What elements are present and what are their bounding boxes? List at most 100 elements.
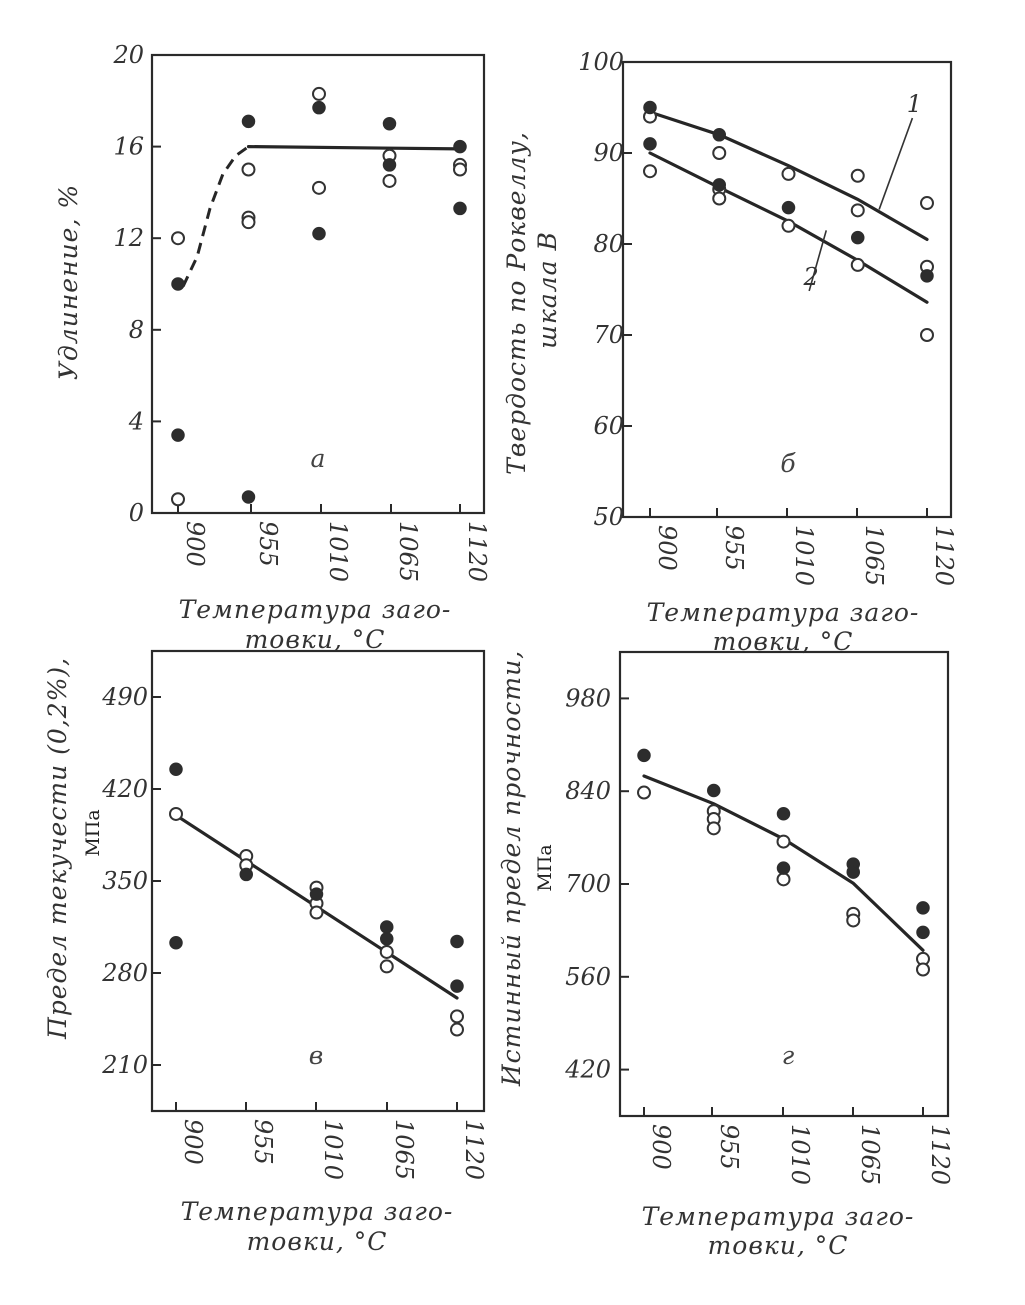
x-tick-label: 1010 <box>319 1119 347 1180</box>
chart-panel-b: Твердость по Роквеллу, шкала В 900 955 101… <box>502 48 958 656</box>
y-axis-title-line: Истинный предел прочности, <box>497 650 526 1087</box>
x-axis-title-line-2: товки, °С <box>247 1227 388 1256</box>
x-tick-label: 1010 <box>324 521 352 582</box>
data-point-filled <box>169 936 183 950</box>
panel-label: а <box>311 444 326 473</box>
x-tick-label: 955 <box>720 525 748 571</box>
fit-curve <box>648 110 929 241</box>
y-tick-label: 980 <box>565 684 611 712</box>
unit-label: МПа <box>534 844 556 891</box>
data-point-filled <box>643 137 657 151</box>
panel-label: б <box>780 449 796 478</box>
x-tick-label: 955 <box>249 1119 277 1165</box>
data-point-filled <box>380 920 394 934</box>
x-tick-label: 900 <box>647 1124 675 1170</box>
data-point-filled <box>450 934 464 949</box>
data-point-open <box>453 162 467 177</box>
x-axis-title-line-1: Температура заго- <box>179 595 452 624</box>
data-point-open <box>920 328 934 342</box>
y-axis-title-line: Предел текучести (0,2%), <box>43 657 72 1040</box>
curve-label: 1 <box>907 90 922 118</box>
x-tick-label: 1120 <box>930 525 958 586</box>
data-point-filled <box>920 269 934 283</box>
data-point-filled <box>453 139 467 154</box>
x-tick-label: 1065 <box>856 1124 884 1185</box>
y-tick-label: 50 <box>593 503 624 531</box>
data-point-open <box>712 191 727 206</box>
data-point-filled <box>707 783 721 798</box>
chart-panel-d: Истинный предел прочности, МПа 900 955 101… <box>497 650 954 1260</box>
data-point-open <box>850 203 865 218</box>
plot-area: 900 955 1010 1065 1120 50 60 70 80 90 100 1 2 <box>578 48 958 586</box>
y-tick-label: 16 <box>113 133 144 161</box>
data-point-filled <box>450 979 464 993</box>
y-tick-label: 420 <box>564 1056 611 1084</box>
y-tick-label: 350 <box>102 867 148 895</box>
y-tick-label: 700 <box>565 870 611 898</box>
data-point-filled <box>453 201 467 216</box>
y-axis-title: Удлинение, % <box>54 184 83 380</box>
data-point-open <box>706 821 721 836</box>
chart-panel-a: Удлинение, % 900 955 1010 1065 1120 0 4 8 12 16 20… <box>54 41 491 654</box>
data-point-filled <box>241 114 256 129</box>
data-point-filled <box>241 490 256 504</box>
data-point-open <box>643 164 657 179</box>
x-tick-label: 900 <box>653 525 681 571</box>
x-tick-label: 1120 <box>460 1119 488 1180</box>
data-point-open <box>916 962 930 977</box>
data-point-open <box>241 162 256 177</box>
data-point-open <box>241 215 256 230</box>
chart-panel-c: Предел текучести (0,2%), МПа 900 955 1010 1… <box>43 649 488 1256</box>
y-axis-title-line-2: шкала В <box>533 231 562 349</box>
data-point-open <box>776 834 791 849</box>
data-point-open <box>450 1009 464 1024</box>
x-axis-title-line-1: Температура заго- <box>642 1202 915 1231</box>
x-axis-title-line-1: Температура заго- <box>181 1197 454 1226</box>
panel-label: г <box>782 1041 795 1070</box>
data-point-filled <box>712 178 726 192</box>
data-point-filled <box>380 932 394 946</box>
y-axis-title: Твердость по Роквеллу, <box>502 131 531 475</box>
data-point-open <box>637 785 651 800</box>
y-axis-title-line: Удлинение, % <box>54 184 83 380</box>
data-point-open <box>169 806 183 821</box>
y-tick-label: 60 <box>593 412 624 440</box>
data-point-open <box>379 959 394 974</box>
data-point-filled <box>169 762 183 777</box>
y-tick-label: 80 <box>593 230 624 258</box>
unit-label-wrap: МПа <box>82 809 104 856</box>
data-point-open <box>312 180 326 195</box>
data-point-filled <box>712 128 726 142</box>
data-point-open <box>850 257 865 272</box>
y-tick-label: 70 <box>593 321 624 349</box>
fit-curve <box>246 145 462 151</box>
data-point-open <box>920 196 934 211</box>
x-axis-title-line-1: Температура заго- <box>647 598 920 627</box>
data-point-filled <box>171 277 185 291</box>
y-tick-label: 20 <box>112 41 144 69</box>
x-axis-title-line-2: товки, °С <box>708 1231 849 1260</box>
y-axis-title-line-1: Твердость по Роквеллу, <box>502 131 531 475</box>
x-tick-label: 1120 <box>926 1124 954 1185</box>
y-tick-label: 280 <box>101 959 148 987</box>
x-tick-label: 955 <box>715 1124 743 1170</box>
x-axis-title-line-2: товки, °С <box>245 625 386 654</box>
data-point-filled <box>781 200 796 215</box>
data-point-filled <box>846 865 860 879</box>
data-point-filled <box>776 861 791 875</box>
data-point-filled <box>637 748 651 763</box>
x-tick-label: 955 <box>254 521 282 567</box>
plot-area: 900 955 1010 1065 1120 420 560 700 840 980 <box>564 650 954 1185</box>
panel-label: в <box>309 1041 324 1070</box>
x-tick-label: 1065 <box>860 525 888 586</box>
y-tick-label: 560 <box>565 963 611 991</box>
data-point-open <box>450 1022 464 1037</box>
data-point-open <box>379 944 394 959</box>
y-tick-label: 0 <box>129 499 144 527</box>
y-tick-label: 4 <box>128 407 144 435</box>
y-tick-label: 90 <box>593 139 624 167</box>
y-tick-label: 840 <box>565 777 611 805</box>
data-point-open <box>712 146 727 160</box>
data-point-filled <box>643 100 657 115</box>
